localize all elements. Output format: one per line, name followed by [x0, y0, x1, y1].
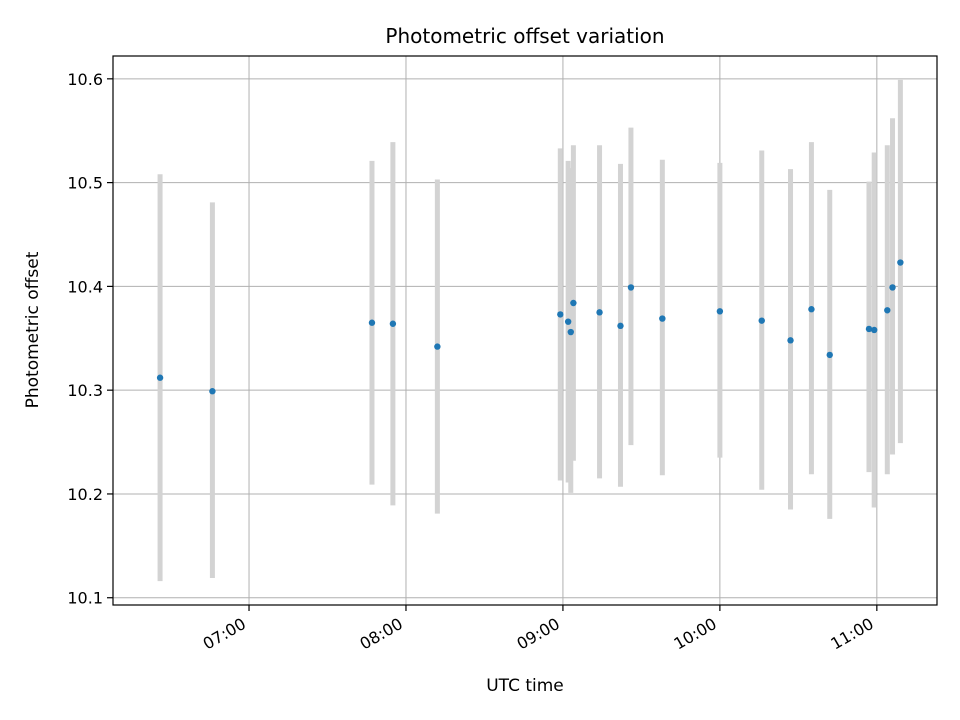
data-point	[627, 284, 635, 291]
data-point	[156, 374, 164, 381]
chart-title: Photometric offset variation	[385, 24, 664, 48]
data-point	[897, 259, 904, 266]
y-axis-ticks: 10.1 10.2 10.3 10.4 10.5 10.6	[67, 70, 113, 608]
data-point	[596, 309, 603, 316]
plot-area-frame	[112, 55, 938, 606]
data-point	[209, 388, 216, 395]
y-tick-label: 10.4	[67, 277, 103, 296]
data-point	[787, 337, 794, 344]
data-point	[368, 319, 376, 326]
y-tick-label: 10.5	[67, 174, 103, 193]
data-point	[617, 322, 624, 330]
data-points	[156, 259, 904, 395]
data-point	[889, 284, 896, 291]
data-point	[884, 307, 891, 314]
data-point	[659, 315, 666, 322]
y-tick-label: 10.1	[67, 589, 103, 608]
data-point	[434, 343, 441, 350]
data-point	[570, 299, 577, 307]
y-tick-label: 10.6	[67, 70, 103, 89]
data-point	[564, 318, 572, 325]
x-axis-label: UTC time	[486, 676, 564, 696]
data-point	[567, 328, 574, 336]
data-point	[826, 351, 833, 359]
data-point	[758, 317, 765, 324]
y-tick-label: 10.3	[67, 381, 103, 400]
data-point	[557, 311, 564, 318]
y-tick-label: 10.2	[67, 485, 103, 504]
data-point	[389, 320, 397, 327]
y-axis-label: Photometric offset	[23, 251, 43, 408]
data-point	[871, 326, 878, 334]
data-point	[716, 308, 724, 315]
data-point	[865, 325, 873, 333]
data-point	[808, 306, 815, 313]
